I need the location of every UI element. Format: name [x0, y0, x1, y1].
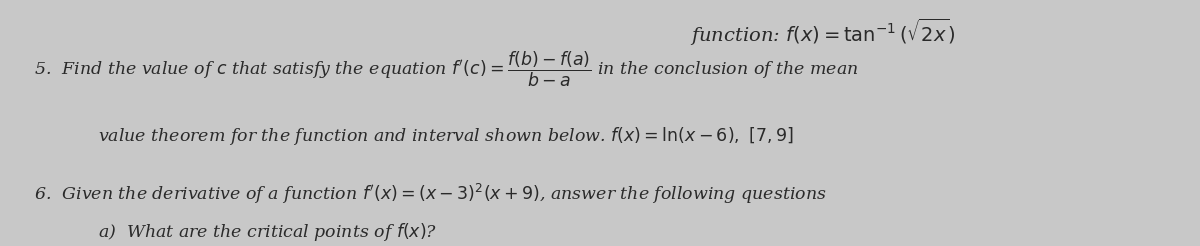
Text: value theorem for the function and interval shown below. $f(x) = \ln(x-6),\ [7,9: value theorem for the function and inter… [98, 125, 794, 147]
Text: a)  What are the critical points of $f(x)$?: a) What are the critical points of $f(x)… [98, 221, 438, 243]
Text: 5.  Find the value of $c$ that satisfy the equation $f'(c) = \dfrac{f(b)-f(a)}{b: 5. Find the value of $c$ that satisfy th… [34, 49, 858, 89]
Text: 6.  Given the derivative of a function $f'(x) = (x-3)^2(x+9)$, answer the follow: 6. Given the derivative of a function $f… [34, 182, 826, 206]
Text: function: $f(x) = \tan^{-1}(\sqrt{2x})$: function: $f(x) = \tan^{-1}(\sqrt{2x})$ [690, 17, 955, 48]
